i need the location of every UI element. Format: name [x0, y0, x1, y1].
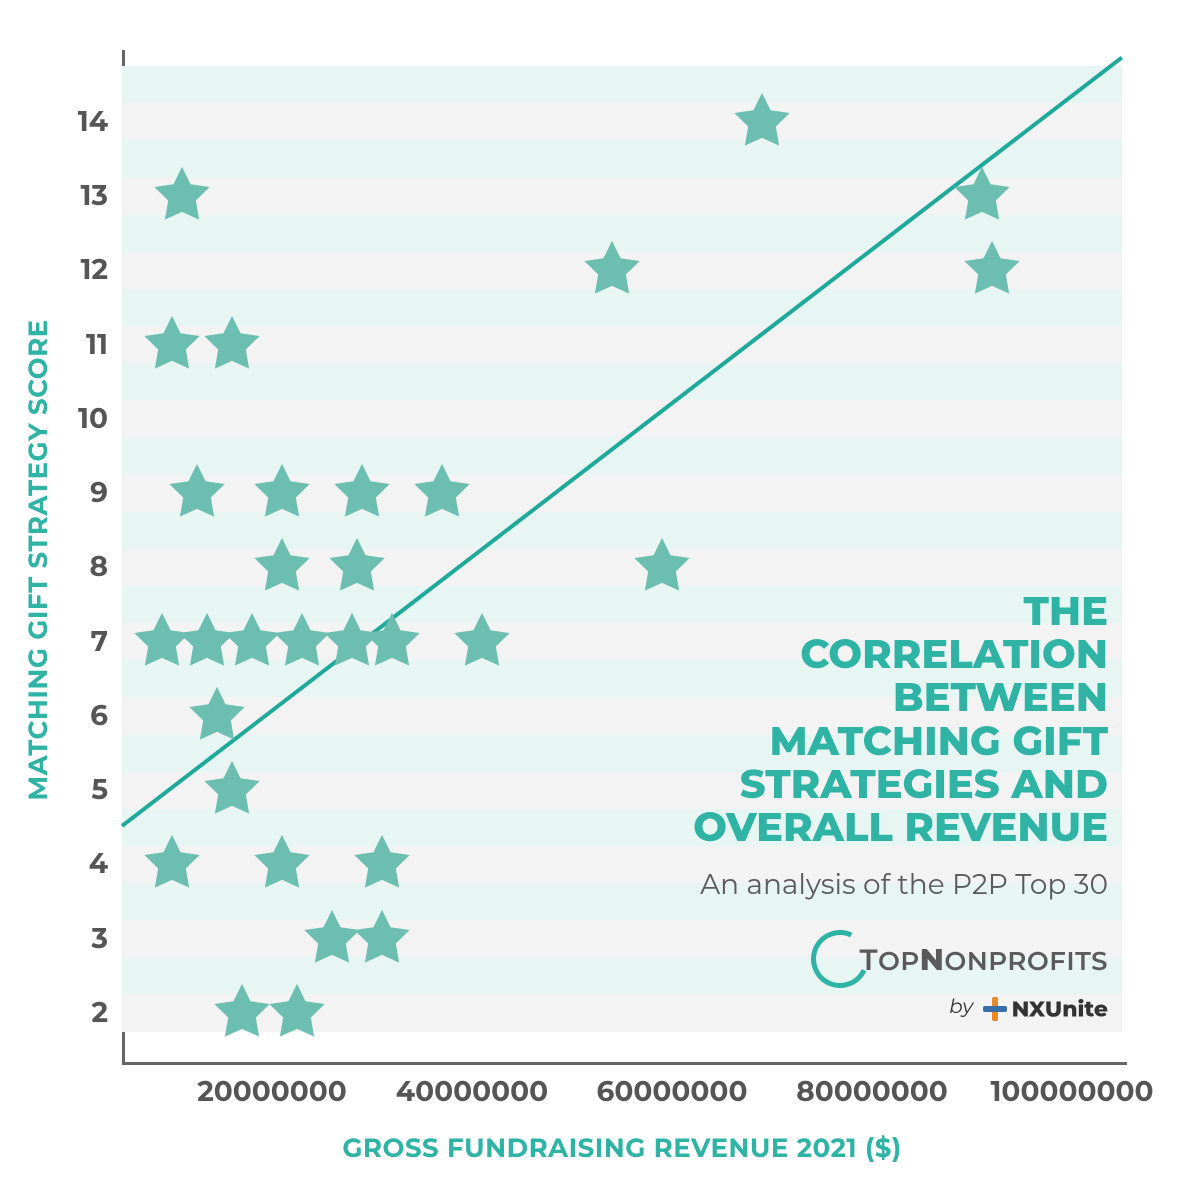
y-axis-title: MATCHING GIFT STRATEGY SCORE — [22, 319, 54, 800]
grid-band — [122, 363, 1122, 400]
data-point — [254, 463, 310, 519]
grid-band — [122, 66, 1122, 103]
y-tick-label: 9 — [90, 476, 122, 510]
data-point — [964, 240, 1020, 296]
data-point — [204, 760, 260, 816]
plot-area: 2345678910111213142000000040000000600000… — [122, 55, 1122, 1065]
data-point — [414, 463, 470, 519]
data-point — [584, 240, 640, 296]
y-tick-label: 3 — [91, 922, 122, 956]
headline-line: MATCHING GIFT — [548, 720, 1108, 763]
headline-line: BETWEEN — [548, 676, 1108, 719]
logo-bottom-row: by NXUnite — [811, 995, 1108, 1022]
data-point — [354, 909, 410, 965]
data-point — [454, 611, 510, 667]
chart-subhead: An analysis of the P2P Top 30 — [700, 868, 1108, 902]
chart-headline: THECORRELATIONBETWEENMATCHING GIFTSTRATE… — [548, 590, 1108, 849]
y-tick-label: 11 — [86, 328, 122, 362]
nxunite-plus-icon — [983, 997, 1007, 1021]
logo-arc-icon — [803, 922, 877, 996]
data-point — [634, 537, 690, 593]
headline-line: OVERALL REVENUE — [548, 806, 1108, 849]
grid-band — [122, 103, 1122, 140]
y-tick-label: 6 — [90, 699, 122, 733]
data-point — [254, 537, 310, 593]
data-point — [144, 834, 200, 890]
y-tick-label: 4 — [89, 847, 122, 881]
chart-container: 2 3 4 5 6 7 8 9 10 11 12 13 14 20000000 40000000 600000… — [0, 0, 1200, 1200]
data-point — [154, 166, 210, 222]
logo-wordmark: TOPNONPROFITS — [859, 941, 1108, 978]
y-tick-label: 8 — [90, 550, 122, 584]
y-tick-label: 7 — [91, 625, 122, 659]
headline-line: CORRELATION — [548, 633, 1108, 676]
data-point — [144, 314, 200, 370]
data-point — [334, 463, 390, 519]
x-tick-label: 60000000 — [597, 1065, 748, 1109]
x-tick-label: 40000000 — [396, 1065, 548, 1109]
data-point — [169, 463, 225, 519]
data-point — [354, 834, 410, 890]
x-axis-title: GROSS FUNDRAISING REVENUE 2021 ($) — [342, 1132, 901, 1164]
data-point — [224, 611, 280, 667]
y-tick-label: 10 — [78, 402, 122, 436]
headline-line: STRATEGIES AND — [548, 763, 1108, 806]
data-point — [734, 92, 790, 148]
data-point — [304, 909, 360, 965]
data-point — [254, 834, 310, 890]
logo-by-text: by — [949, 995, 973, 1019]
data-point — [269, 983, 325, 1039]
data-point — [204, 314, 260, 370]
x-tick-label: 20000000 — [197, 1065, 347, 1109]
data-point — [274, 611, 330, 667]
nxunite-wordmark: NXUnite — [1012, 995, 1108, 1022]
y-tick-label: 12 — [81, 253, 123, 287]
y-tick-label: 2 — [91, 996, 122, 1030]
grid-band — [122, 400, 1122, 437]
x-tick-label: 100000000 — [990, 1065, 1153, 1109]
headline-line: THE — [548, 590, 1108, 633]
brand-logo: TOPNONPROFITS by NXUnite — [811, 930, 1108, 1022]
data-point — [214, 983, 270, 1039]
y-tick-label: 5 — [91, 773, 122, 807]
data-point — [954, 166, 1010, 222]
logo-top-row: TOPNONPROFITS — [811, 930, 1108, 988]
data-point — [329, 537, 385, 593]
data-point — [189, 686, 245, 742]
y-tick-label: 14 — [78, 105, 122, 139]
grid-band — [122, 326, 1122, 363]
x-tick-label: 80000000 — [796, 1065, 948, 1109]
data-point — [364, 611, 420, 667]
y-tick-label: 13 — [80, 179, 122, 213]
